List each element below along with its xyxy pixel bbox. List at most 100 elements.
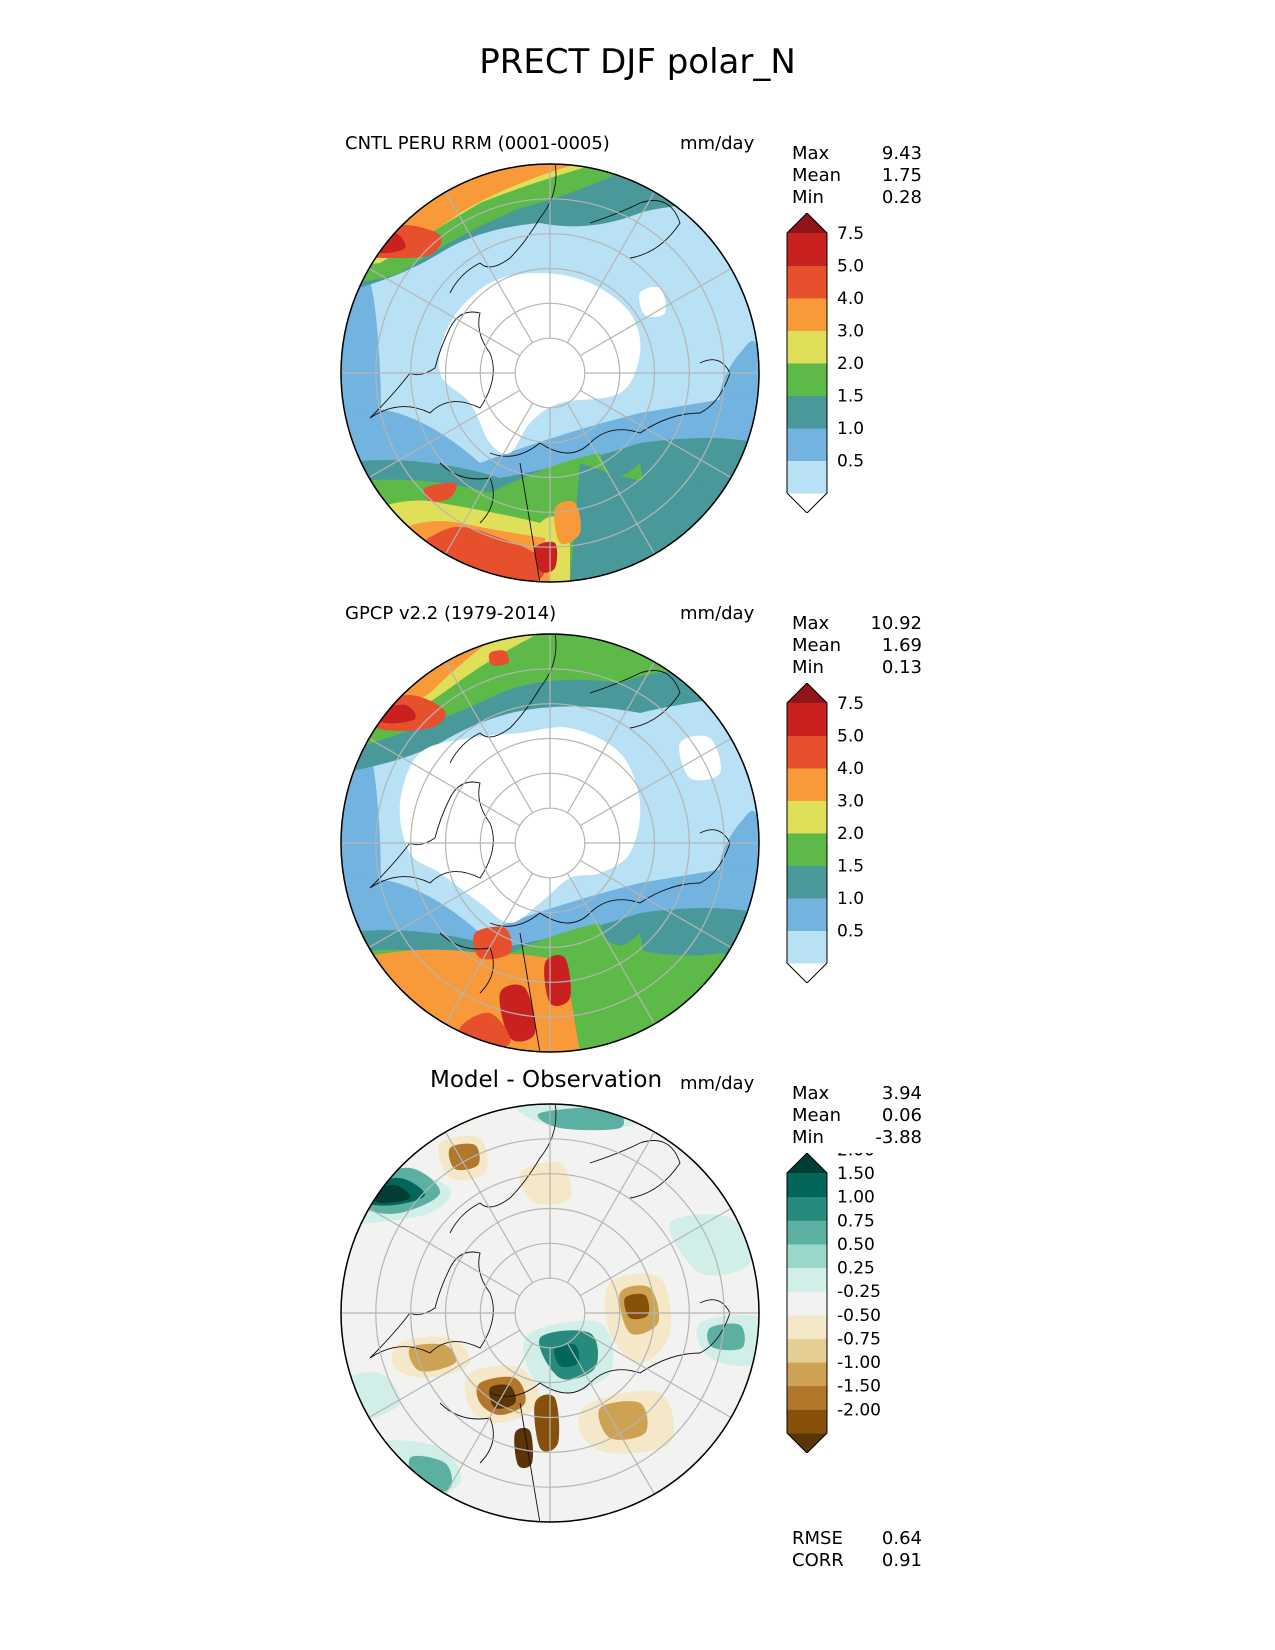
colorbar-tick-label: 0.75 <box>837 1211 875 1231</box>
colorbar-swatch <box>787 1362 827 1387</box>
colorbar-swatch <box>787 930 827 964</box>
meridian-line <box>566 191 656 344</box>
anomaly-negative <box>489 1384 516 1409</box>
colorbar-extend-high <box>787 683 827 703</box>
field-max <box>544 955 571 1006</box>
anomaly-positive <box>554 1343 580 1368</box>
panel-difference: Model - Observation mm/day Max 3.94 Mean 0… <box>0 1067 1275 1563</box>
colorbar-svg: 0.51.01.52.03.04.05.07.510.0 <box>786 192 875 514</box>
anomaly-negative <box>598 1401 648 1440</box>
field-min <box>679 735 721 781</box>
colorbar-swatch <box>787 1243 827 1269</box>
map-boundary <box>340 1103 760 1523</box>
stat-label: Max <box>792 613 830 634</box>
colorbar-swatch <box>787 428 827 461</box>
meridian-line <box>368 267 521 357</box>
colorbar-tick-label: 3.0 <box>837 322 864 342</box>
field-max <box>488 650 509 666</box>
meridian-line <box>579 267 732 357</box>
map-boundary <box>340 633 760 1053</box>
field-band <box>341 747 759 1052</box>
colorbar-tick-label: -0.75 <box>837 1329 881 1349</box>
colorbar-tick-label: 0.25 <box>837 1259 875 1279</box>
anomaly-positive <box>537 1107 625 1131</box>
metrics-block: RMSE 0.64 CORR 0.91 <box>792 1528 922 1572</box>
metric-value: 0.91 <box>881 1550 922 1571</box>
map-svg <box>340 163 760 583</box>
colorbar-swatch <box>787 1291 827 1316</box>
meridian-line <box>368 859 521 949</box>
colorbar-extend-low <box>787 493 827 513</box>
polar-map <box>340 1103 760 1523</box>
meridian-line <box>566 661 656 814</box>
units-label: mm/day <box>680 603 755 624</box>
meridian-line <box>579 389 732 479</box>
meridian-line <box>444 1131 534 1284</box>
meridian-line <box>566 1342 656 1495</box>
anomaly-positive <box>707 1323 745 1351</box>
anomaly-negative <box>514 1427 533 1469</box>
colorbar-tick-label: 1.5 <box>837 857 864 877</box>
stat-label: Mean <box>792 1105 842 1126</box>
stats-block: Max 10.92 Mean 1.69 Min 0.13 <box>792 613 922 679</box>
colorbar-tick-label: 2.0 <box>837 354 864 374</box>
field-max <box>499 984 536 1042</box>
meridian-line <box>444 661 534 814</box>
colorbar-swatch <box>787 1196 827 1221</box>
colorbar-tick-label: 0.5 <box>837 922 864 942</box>
colorbar: -2.00 -1.50 -1.00 -0.75 -0.50 -0.25 0.25 0.50 0.… <box>785 1140 925 1454</box>
colorbar-tick-label: -1.00 <box>837 1353 881 1373</box>
meridian-line <box>444 872 534 1025</box>
stat-label: Max <box>792 143 830 164</box>
coastline <box>519 932 541 1052</box>
colorbar-tick-label: 5.0 <box>837 257 864 277</box>
colorbar-tick-label: -2.00 <box>837 1400 881 1420</box>
colorbar-swatch <box>787 363 827 396</box>
colorbar-tick-label: 7.5 <box>837 224 864 244</box>
colorbar-tick-label: 2.00 <box>837 1153 875 1160</box>
meridian-line <box>368 389 521 479</box>
colorbar-tick-label: 1.00 <box>837 1188 875 1208</box>
colorbar-swatch <box>787 1385 827 1410</box>
stat-label: Max <box>792 1083 830 1104</box>
stat-label: Min <box>792 1127 824 1148</box>
colorbar-swatch <box>787 330 827 364</box>
colorbar-extend-high <box>787 213 827 233</box>
colorbar-swatch <box>787 703 827 736</box>
polar-map <box>340 633 760 1053</box>
stat-label: Mean <box>792 165 842 186</box>
coastline <box>369 1251 494 1359</box>
colorbar-tick-label: 0.5 <box>837 452 864 472</box>
colorbar-swatch <box>787 833 827 866</box>
colorbar-tick-label: 4.0 <box>837 289 864 309</box>
anomaly-negative <box>448 1143 480 1171</box>
meridian-line <box>579 1329 732 1419</box>
meridian-line <box>579 859 732 949</box>
latitude-circle <box>514 337 586 409</box>
stat-value: -3.88 <box>875 1127 922 1148</box>
colorbar-svg: 0.51.01.52.03.04.05.07.510.0 <box>786 662 875 984</box>
colorbar-tick-label: 5.0 <box>837 727 864 747</box>
stat-value: 0.28 <box>881 187 922 208</box>
polar-map <box>340 163 760 583</box>
colorbar-tick-label: 7.5 <box>837 694 864 714</box>
colorbar-tick-label: 0.50 <box>837 1235 875 1255</box>
colorbar-swatch <box>787 233 827 266</box>
coastline <box>369 781 494 889</box>
stat-label: Min <box>792 657 824 678</box>
panel-title: CNTL PERU RRM (0001-0005) <box>345 133 610 154</box>
stat-label: Mean <box>792 635 842 656</box>
map-boundary <box>340 163 760 583</box>
meridian-line <box>444 1342 534 1495</box>
colorbar-swatch <box>787 460 827 494</box>
meridian-line <box>368 737 521 827</box>
colorbar-swatch <box>787 298 827 331</box>
anomaly-negative <box>519 1161 572 1206</box>
anomaly-negative <box>534 1394 560 1452</box>
meridian-line <box>579 1207 732 1297</box>
units-label: mm/day <box>680 1073 755 1094</box>
colorbar-swatch <box>787 1338 827 1363</box>
latitude-circle <box>514 807 586 879</box>
colorbar: 0.51.01.52.03.04.05.07.510.0 <box>785 662 925 984</box>
metric-label: CORR <box>792 1550 844 1571</box>
